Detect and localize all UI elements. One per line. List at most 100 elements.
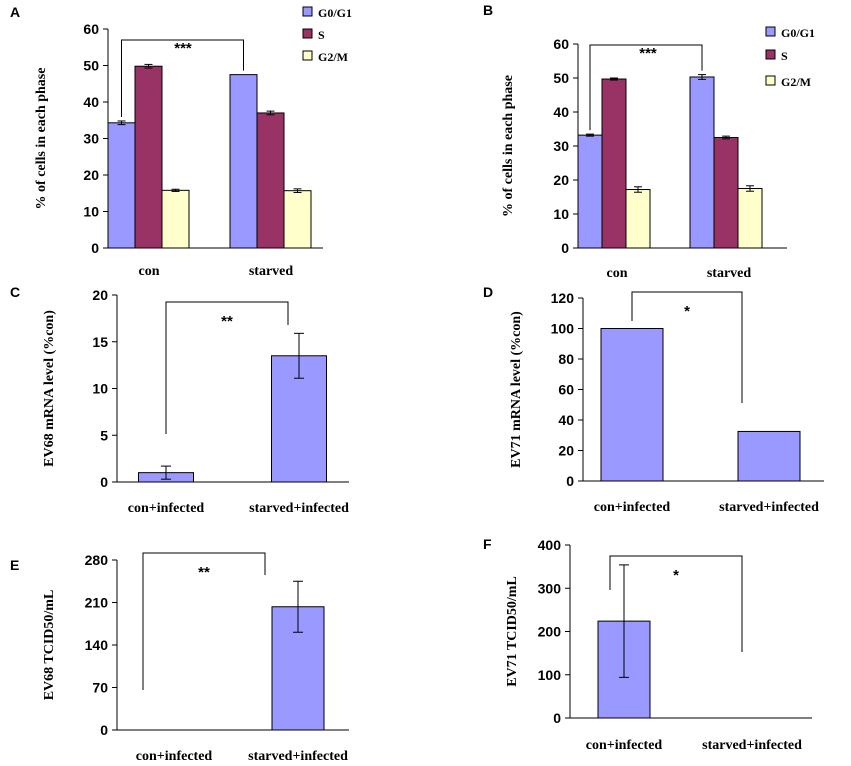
y-tick-label: 70 xyxy=(92,680,108,696)
significance-label: * xyxy=(673,567,679,584)
legend-swatch xyxy=(765,26,776,37)
legend-label: G0/G1 xyxy=(781,26,815,40)
bar-con-infected xyxy=(600,328,664,482)
y-axis-title: EV68 mRNA level (%con) xyxy=(42,310,57,467)
y-tick-label: 20 xyxy=(83,167,99,183)
x-category-label: starved+infected xyxy=(249,501,349,516)
x-category-label: con+infected xyxy=(594,500,671,515)
bar-s-con xyxy=(601,78,627,249)
y-tick-label: 60 xyxy=(558,382,574,398)
y-axis-title: EV71 mRNA level (%con) xyxy=(509,311,524,468)
y-tick-label: 0 xyxy=(553,710,561,726)
y-tick-label: 10 xyxy=(83,204,99,220)
legend-swatch xyxy=(765,49,776,60)
x-category-label: con xyxy=(607,266,628,281)
bar-g0g1-con xyxy=(577,134,603,249)
bar-s-starved xyxy=(256,112,285,249)
y-tick-label: 80 xyxy=(558,351,574,367)
x-category-label: con+infected xyxy=(128,501,205,516)
panel-label: A xyxy=(10,4,20,20)
x-category-label: con+infected xyxy=(586,738,663,753)
y-axis-title: EV71 TCID50/mL xyxy=(505,576,520,687)
panel-e: E 0 70 140 210 280 EV68 TCID50/mL ** con+infecte… xyxy=(10,552,349,764)
bar-g2m-starved xyxy=(283,190,312,249)
y-tick-label: 30 xyxy=(83,131,99,147)
legend-label: G2/M xyxy=(318,50,348,64)
bar-s-con xyxy=(134,65,163,249)
y-tick-label: 15 xyxy=(92,334,108,350)
y-tick-label: 10 xyxy=(92,381,108,397)
bar-g2m-con xyxy=(161,189,190,249)
y-tick-label: 60 xyxy=(83,21,99,37)
legend-swatch xyxy=(302,28,313,39)
panel-a: A 0 10 20 30 40 50 60 % of cells in each phase G0… xyxy=(10,4,352,279)
legend-label: G0/G1 xyxy=(318,6,352,20)
y-tick-label: 20 xyxy=(92,287,108,303)
legend-label: S xyxy=(781,49,788,63)
significance-bracket xyxy=(609,555,743,652)
legend-swatch xyxy=(765,75,776,86)
y-tick-label: 40 xyxy=(83,94,99,110)
y-tick-label: 0 xyxy=(566,473,574,489)
x-category-label: starved+infected xyxy=(702,738,802,753)
x-category-label: starved+infected xyxy=(719,500,819,515)
significance-bracket xyxy=(121,39,244,117)
y-tick-label: 50 xyxy=(83,58,99,74)
y-tick-label: 210 xyxy=(85,595,109,611)
y-tick-label: 400 xyxy=(538,537,562,553)
legend-label: G2/M xyxy=(781,75,811,89)
bar-g2m-con xyxy=(625,189,651,249)
y-axis-title: % of cells in each phase xyxy=(34,68,49,210)
legend-swatch xyxy=(302,50,313,61)
significance-label: *** xyxy=(174,40,192,57)
bar-s-starved xyxy=(713,137,739,249)
y-tick-label: 10 xyxy=(553,206,569,222)
significance-label: ** xyxy=(221,313,233,330)
significance-label: ** xyxy=(198,564,210,581)
panel-label: F xyxy=(483,536,492,552)
panel-label: D xyxy=(483,284,493,300)
y-axis-title: EV68 TCID50/mL xyxy=(42,590,57,701)
y-tick-label: 5 xyxy=(100,427,108,443)
y-tick-label: 0 xyxy=(100,722,108,738)
y-tick-label: 40 xyxy=(558,412,574,428)
y-tick-label: 40 xyxy=(553,104,569,120)
y-tick-label: 100 xyxy=(551,321,575,337)
y-tick-label: 0 xyxy=(91,240,99,256)
panel-label: B xyxy=(483,2,493,18)
y-tick-label: 30 xyxy=(553,138,569,154)
y-tick-label: 20 xyxy=(553,172,569,188)
y-tick-label: 120 xyxy=(551,290,575,306)
x-category-label: starved xyxy=(707,266,752,281)
significance-label: *** xyxy=(639,45,657,62)
bar-g0g1-con xyxy=(107,122,136,249)
significance-bracket xyxy=(142,552,266,690)
x-category-label: con xyxy=(139,264,160,279)
bar-g0g1-starved xyxy=(229,74,258,249)
significance-label: * xyxy=(684,303,690,320)
x-category-label: starved xyxy=(249,264,294,279)
panel-label: C xyxy=(10,284,20,300)
y-tick-label: 0 xyxy=(561,240,569,256)
panel-d: D 0 20 40 60 80 100 120 EV71 mRNA level (%con) * c… xyxy=(483,284,824,515)
y-tick-label: 0 xyxy=(100,474,108,490)
x-category-label: con+infected xyxy=(136,749,213,764)
y-tick-label: 140 xyxy=(85,637,109,653)
significance-bracket xyxy=(165,301,289,434)
y-tick-label: 280 xyxy=(85,552,109,568)
significance-bracket xyxy=(631,291,743,403)
y-tick-label: 300 xyxy=(538,580,562,596)
y-tick-label: 100 xyxy=(538,667,562,683)
bar-g0g1-starved xyxy=(689,76,715,249)
y-tick-label: 60 xyxy=(553,36,569,52)
legend-label: S xyxy=(318,28,325,42)
y-tick-label: 20 xyxy=(558,443,574,459)
panel-b: B 0 10 20 30 40 50 60 % of cells in each phase G0… xyxy=(483,2,815,281)
y-tick-label: 200 xyxy=(538,624,562,640)
legend-swatch xyxy=(302,6,313,17)
bar-starved-infected xyxy=(737,430,801,482)
panel-f: F 0 100 200 300 400 EV71 TCID50/mL * con+infecte… xyxy=(483,536,812,753)
y-tick-label: 50 xyxy=(553,70,569,86)
bar-g2m-starved xyxy=(737,188,763,249)
